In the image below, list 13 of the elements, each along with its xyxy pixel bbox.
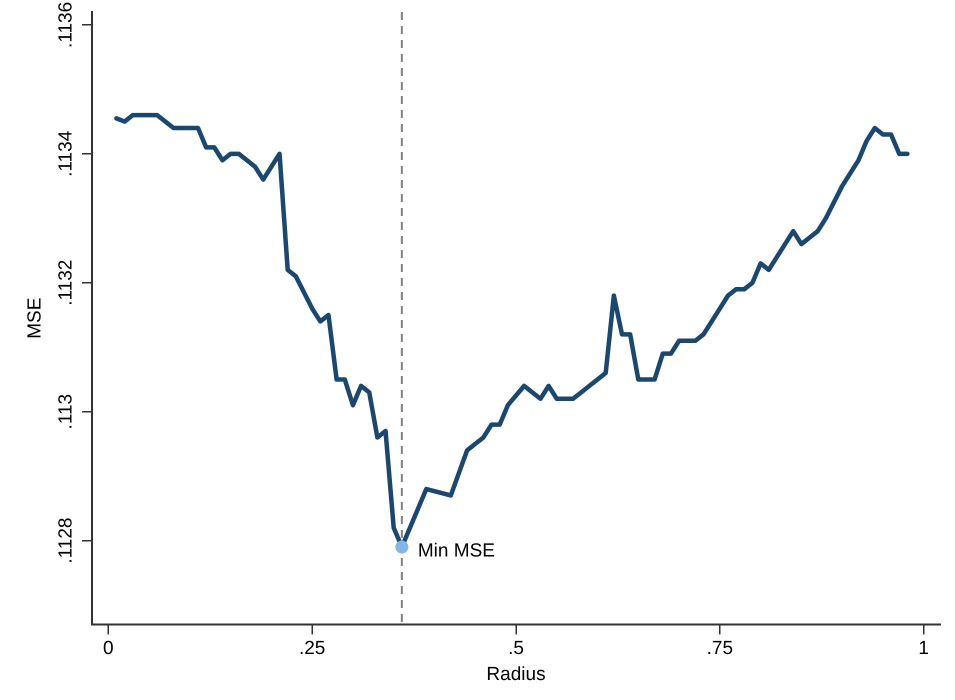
y-axis-title: MSE bbox=[24, 298, 46, 339]
y-tick-label: .1128 bbox=[56, 518, 77, 564]
x-tick-label: 0 bbox=[103, 638, 114, 660]
x-axis-title: Radius bbox=[486, 664, 546, 685]
x-tick-label: .5 bbox=[508, 638, 524, 660]
y-tick-label: .1134 bbox=[56, 130, 77, 177]
y-tick-label: .113 bbox=[56, 394, 77, 430]
x-tick-label: 1 bbox=[918, 638, 929, 660]
annotation: Min MSE bbox=[418, 540, 495, 562]
x-tick-label: .25 bbox=[298, 638, 326, 660]
x-tick-label: .75 bbox=[706, 638, 734, 660]
y-tick-label: .1132 bbox=[56, 260, 77, 306]
y-tick-label: .1136 bbox=[56, 2, 77, 48]
